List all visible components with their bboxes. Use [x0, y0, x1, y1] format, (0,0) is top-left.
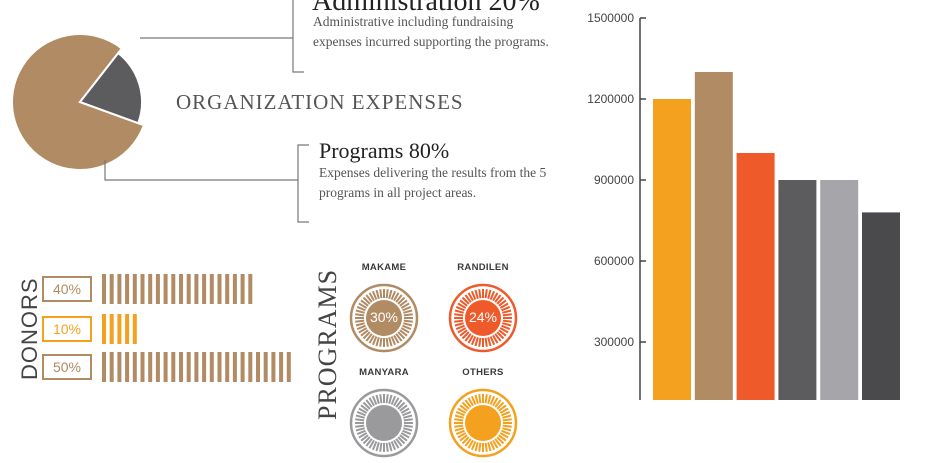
bar-1: [653, 99, 691, 400]
donor-bar-segment: [132, 274, 137, 304]
donor-percent-box: 50%: [42, 354, 92, 380]
donor-bar-segment: [194, 274, 199, 304]
donor-bar-segment: [148, 274, 153, 304]
donor-bar-segment: [163, 274, 168, 304]
program-name-randilen: RANDILEN: [457, 262, 509, 273]
donor-bar-segment: [186, 274, 191, 304]
donor-bar-segment: [202, 274, 207, 304]
donor-bar-segment: [117, 274, 122, 304]
program-value-randilen: 24%: [468, 309, 498, 325]
donor-bar-segment: [140, 352, 145, 382]
donor-bar-segment: [186, 352, 191, 382]
donor-bar: [102, 274, 253, 304]
donor-percent-box: 10%: [42, 316, 92, 342]
bar-2: [694, 72, 733, 400]
program-circle-others: [448, 388, 518, 458]
donor-percent-box: 40%: [42, 276, 92, 302]
donor-bar-segment: [132, 314, 137, 344]
expenses-heading: ORGANIZATION EXPENSES: [176, 90, 464, 114]
bar-3: [736, 153, 775, 400]
donor-bar-segment: [140, 274, 145, 304]
program-name-others: OTHERS: [462, 367, 504, 378]
donor-bar-segment: [263, 352, 268, 382]
donor-bar-segment: [209, 274, 214, 304]
y-tick-label: 300000: [594, 335, 634, 349]
donor-bar-segment: [240, 352, 245, 382]
donor-bar-segment: [194, 352, 199, 382]
expenses-pie-chart: [11, 33, 146, 171]
donor-bar-segment: [125, 352, 130, 382]
donor-bar-segment: [102, 352, 106, 382]
donor-bar-segment: [155, 274, 160, 304]
donor-bar-segment: [202, 352, 207, 382]
programs-description: Expenses delivering the results from the…: [319, 165, 547, 200]
y-tick-label: 1200000: [587, 92, 634, 106]
programs-connector-line: [104, 160, 298, 181]
donor-bar-segment: [125, 274, 130, 304]
administration-description: Administrative including fundraising exp…: [313, 14, 549, 49]
donor-bar-segment: [217, 352, 222, 382]
donor-bar-segment: [125, 314, 130, 344]
program-name-makame: MAKAME: [361, 262, 407, 273]
pie-slice-administration: [78, 51, 143, 125]
donor-bar: [102, 352, 291, 382]
administration-title: Administration 20%: [312, 0, 540, 17]
program-name-manyara: MANYARA: [359, 367, 409, 378]
donor-bar-segment: [286, 352, 291, 382]
donor-bar-segment: [109, 352, 114, 382]
donor-bar-segment: [225, 274, 230, 304]
donor-bar-segment: [248, 352, 253, 382]
y-tick-label: 900000: [594, 173, 634, 187]
donor-bar-segment: [171, 274, 176, 304]
pie-slice-programs: [11, 33, 146, 171]
donor-bar-segment: [109, 274, 114, 304]
donor-bar-segment: [232, 274, 237, 304]
donor-bar-segment: [240, 274, 245, 304]
programs-label: PROGRAMS: [313, 268, 342, 420]
donor-bar: [102, 314, 137, 344]
donor-bar-segment: [155, 352, 160, 382]
bar-6: [862, 212, 900, 400]
program-circle-makame: [349, 283, 419, 353]
admin-bracket: [292, 0, 304, 73]
programs-bracket: [297, 144, 309, 223]
donor-bar-segment: [102, 274, 106, 304]
donor-bar-segment: [217, 274, 222, 304]
programs-title: Programs 80%: [319, 138, 450, 163]
donor-bar-segment: [102, 314, 106, 344]
donor-bar-segment: [179, 352, 183, 382]
y-tick-label: 600000: [594, 254, 634, 268]
donor-bar-segment: [117, 314, 122, 344]
bar-5: [820, 180, 859, 400]
donor-bar-segment: [209, 352, 214, 382]
donor-bar-segment: [225, 352, 230, 382]
donor-bar-segment: [271, 352, 276, 382]
program-circle-manyara: [349, 388, 419, 458]
donor-bar-segment: [132, 352, 137, 382]
donor-bar-segment: [179, 274, 183, 304]
program-circle-randilen: [448, 283, 518, 353]
donor-bar-segment: [109, 314, 114, 344]
bar-chart: 1500000 1200000 900000 600000 300000: [587, 11, 900, 400]
donors-label: DONORS: [17, 277, 42, 380]
donor-bar-segment: [148, 352, 153, 382]
donor-bar-segment: [232, 352, 237, 382]
bar-4: [778, 180, 817, 400]
connector-lines: [104, 0, 309, 223]
y-tick-label: 1500000: [587, 11, 634, 25]
donor-bar-segment: [117, 352, 122, 382]
donor-bar-segment: [256, 352, 260, 382]
donor-bar-segment: [163, 352, 168, 382]
program-value-makame: 30%: [369, 309, 399, 325]
donor-bar-segment: [279, 352, 284, 382]
donor-bar-segment: [248, 274, 253, 304]
donor-bar-segment: [171, 352, 176, 382]
